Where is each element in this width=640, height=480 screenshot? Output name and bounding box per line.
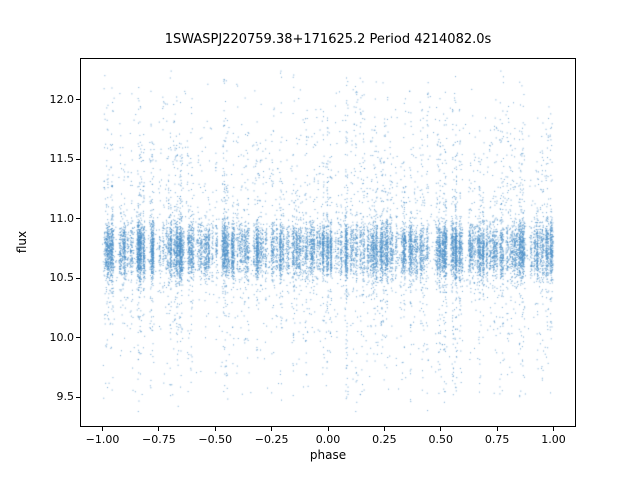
y-tick-label: 9.5	[56, 390, 75, 404]
x-tick-mark	[158, 427, 160, 431]
x-tick-label: 0.25	[372, 433, 397, 446]
x-tick-mark	[327, 427, 329, 431]
chart-title: 1SWASPJ220759.38+171625.2 Period 4214082…	[164, 32, 492, 47]
x-tick-mark	[271, 427, 273, 431]
y-tick-label: 11.0	[49, 211, 75, 225]
scatter-points-canvas	[80, 58, 576, 427]
y-tick-mark	[76, 396, 80, 398]
y-tick-label: 12.0	[49, 92, 75, 106]
y-tick-label: 10.0	[49, 330, 75, 344]
x-tick-label: 0.75	[484, 433, 510, 446]
y-tick-mark	[76, 158, 80, 160]
x-tick-label: 0.50	[428, 433, 453, 446]
x-tick-mark	[496, 427, 498, 431]
x-tick-mark	[383, 427, 385, 431]
y-tick-mark	[76, 337, 80, 339]
x-tick-label: −1.00	[85, 433, 120, 446]
y-tick-label: 11.5	[49, 152, 75, 166]
y-tick-mark	[76, 277, 80, 279]
y-tick-mark	[76, 218, 80, 220]
x-tick-mark	[102, 427, 104, 431]
y-tick-mark	[76, 99, 80, 101]
x-tick-mark	[440, 427, 442, 431]
x-axis-label: phase	[309, 448, 347, 462]
x-tick-mark	[552, 427, 554, 431]
y-tick-label: 10.5	[49, 271, 75, 285]
x-tick-label: −0.50	[198, 433, 233, 446]
y-axis-label: flux	[15, 230, 29, 254]
x-tick-label: 1.00	[541, 433, 566, 446]
x-tick-label: 0.00	[315, 433, 341, 446]
plot-area-border	[80, 58, 576, 427]
x-tick-mark	[214, 427, 216, 431]
x-tick-label: −0.75	[142, 433, 176, 446]
x-tick-label: −0.25	[254, 433, 289, 446]
